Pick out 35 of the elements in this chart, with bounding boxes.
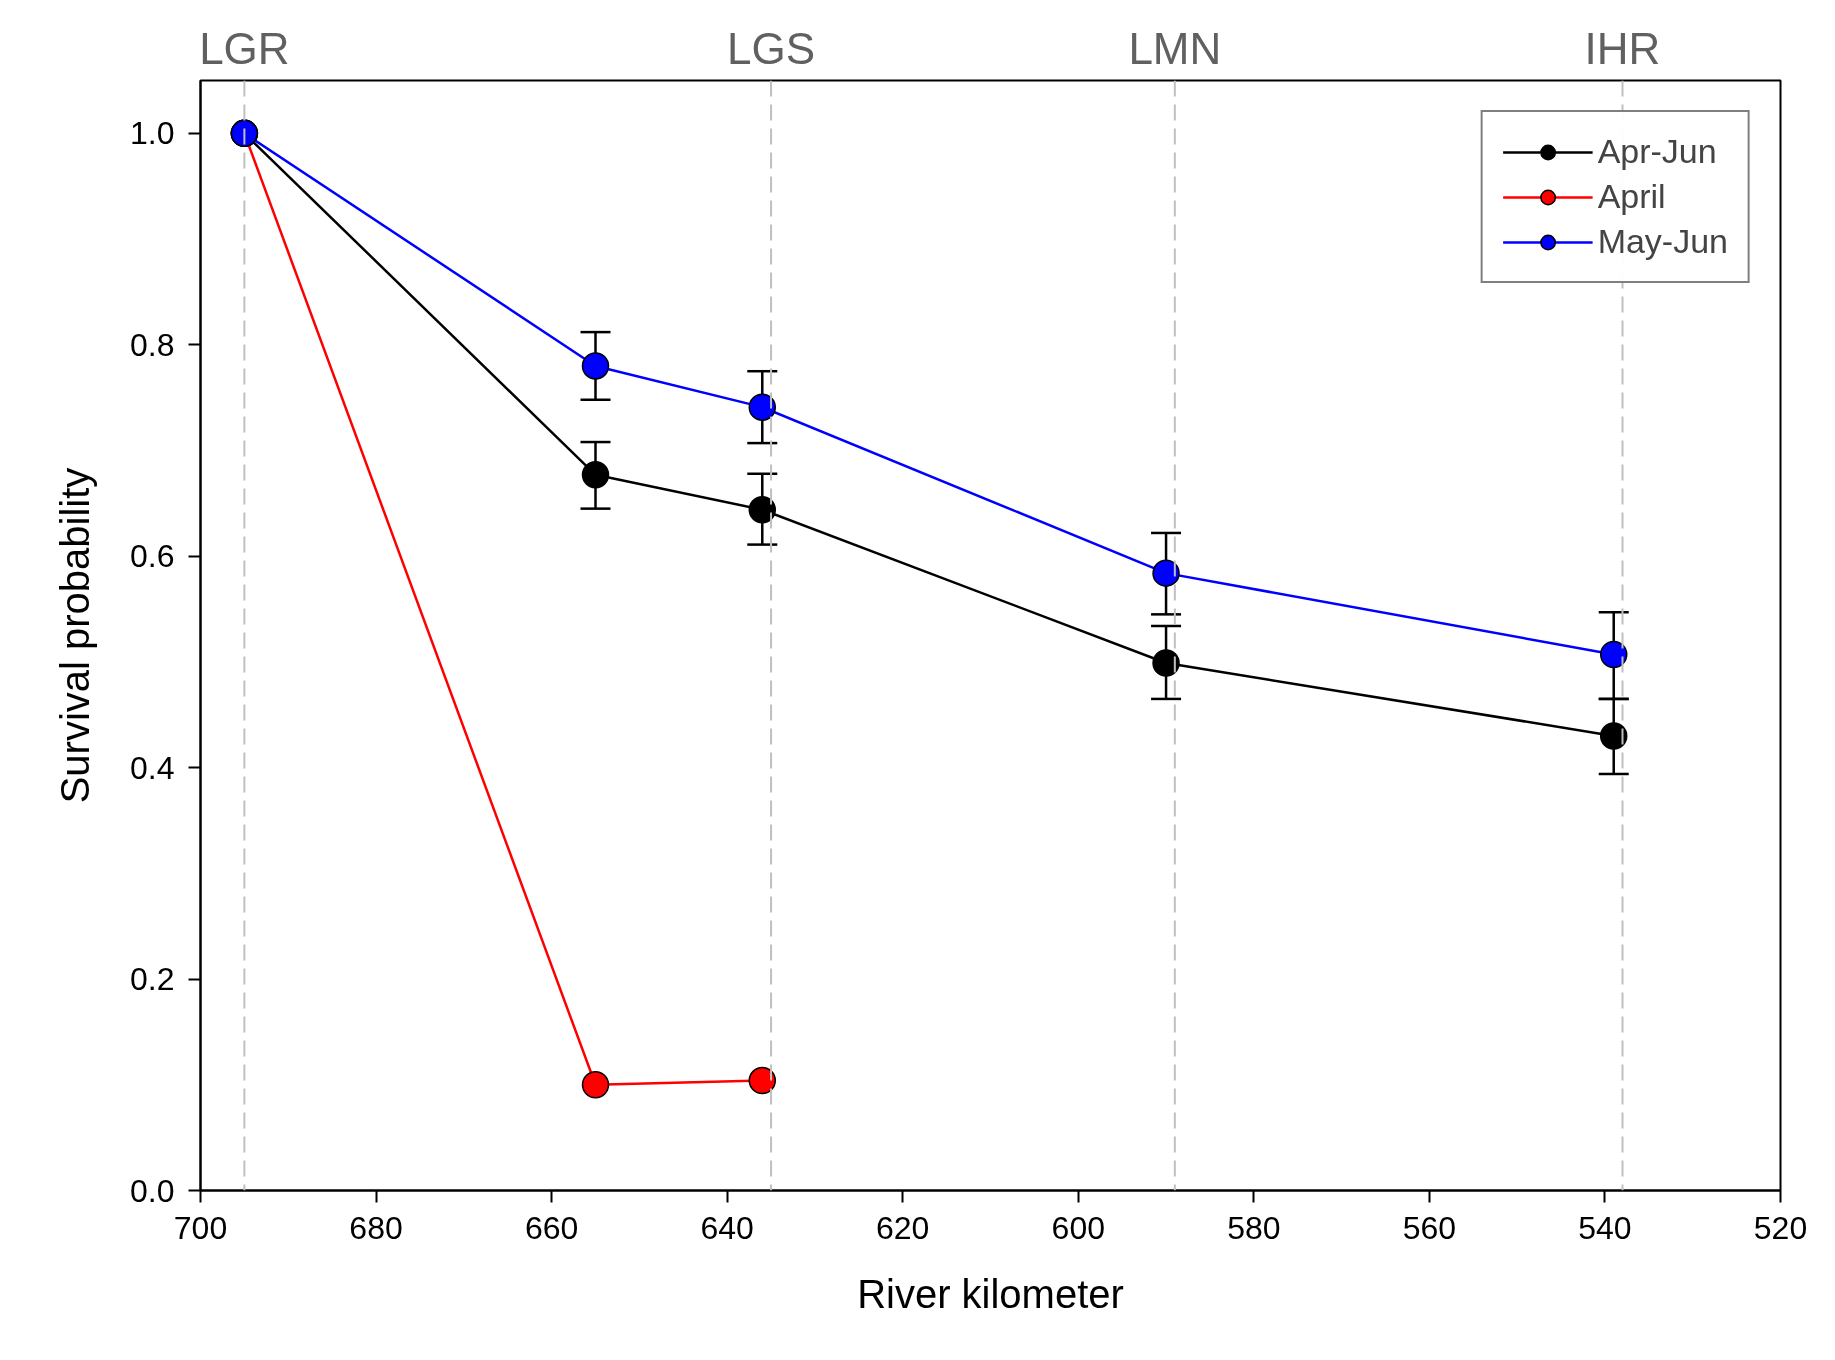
x-tick-label: 600	[1051, 1209, 1105, 1246]
x-tick-label: 660	[524, 1209, 579, 1246]
y-tick-label: 0.8	[130, 326, 175, 363]
legend-label: Apr-Jun	[1597, 132, 1717, 171]
y-tick-label: 0.0	[130, 1172, 175, 1209]
point	[1152, 649, 1180, 677]
point	[1599, 722, 1628, 750]
point	[748, 393, 777, 421]
point	[581, 352, 610, 380]
point	[581, 461, 610, 489]
y-tick-label: 0.2	[130, 961, 175, 998]
legend-label: April	[1597, 177, 1666, 216]
x-axis-title: River kilometer	[857, 1271, 1124, 1316]
point	[1599, 640, 1628, 669]
y-tick-label: 0.6	[130, 538, 175, 575]
y-axis-title: Survival probability	[53, 467, 98, 804]
ref-line-label: LGS	[727, 23, 816, 73]
ref-line-label: IHR	[1584, 23, 1661, 73]
x-tick-label: 560	[1402, 1209, 1457, 1246]
ref-line-label: LGR	[199, 23, 290, 73]
x-tick-label: 520	[1753, 1209, 1808, 1246]
point	[581, 1071, 610, 1099]
x-tick-label: 540	[1578, 1209, 1632, 1246]
x-tick-label: 680	[349, 1209, 403, 1246]
ref-line-label: LMN	[1128, 23, 1222, 73]
point	[1152, 559, 1180, 587]
x-tick-label: 620	[876, 1209, 930, 1246]
x-tick-label: 700	[173, 1209, 228, 1246]
x-tick-label: 580	[1227, 1209, 1281, 1246]
y-tick-label: 0.4	[130, 749, 175, 786]
y-tick-label: 1.0	[130, 115, 175, 152]
point	[748, 495, 777, 524]
legend-label: May-Jun	[1597, 222, 1728, 261]
point	[748, 1066, 777, 1095]
x-tick-label: 640	[700, 1209, 754, 1246]
